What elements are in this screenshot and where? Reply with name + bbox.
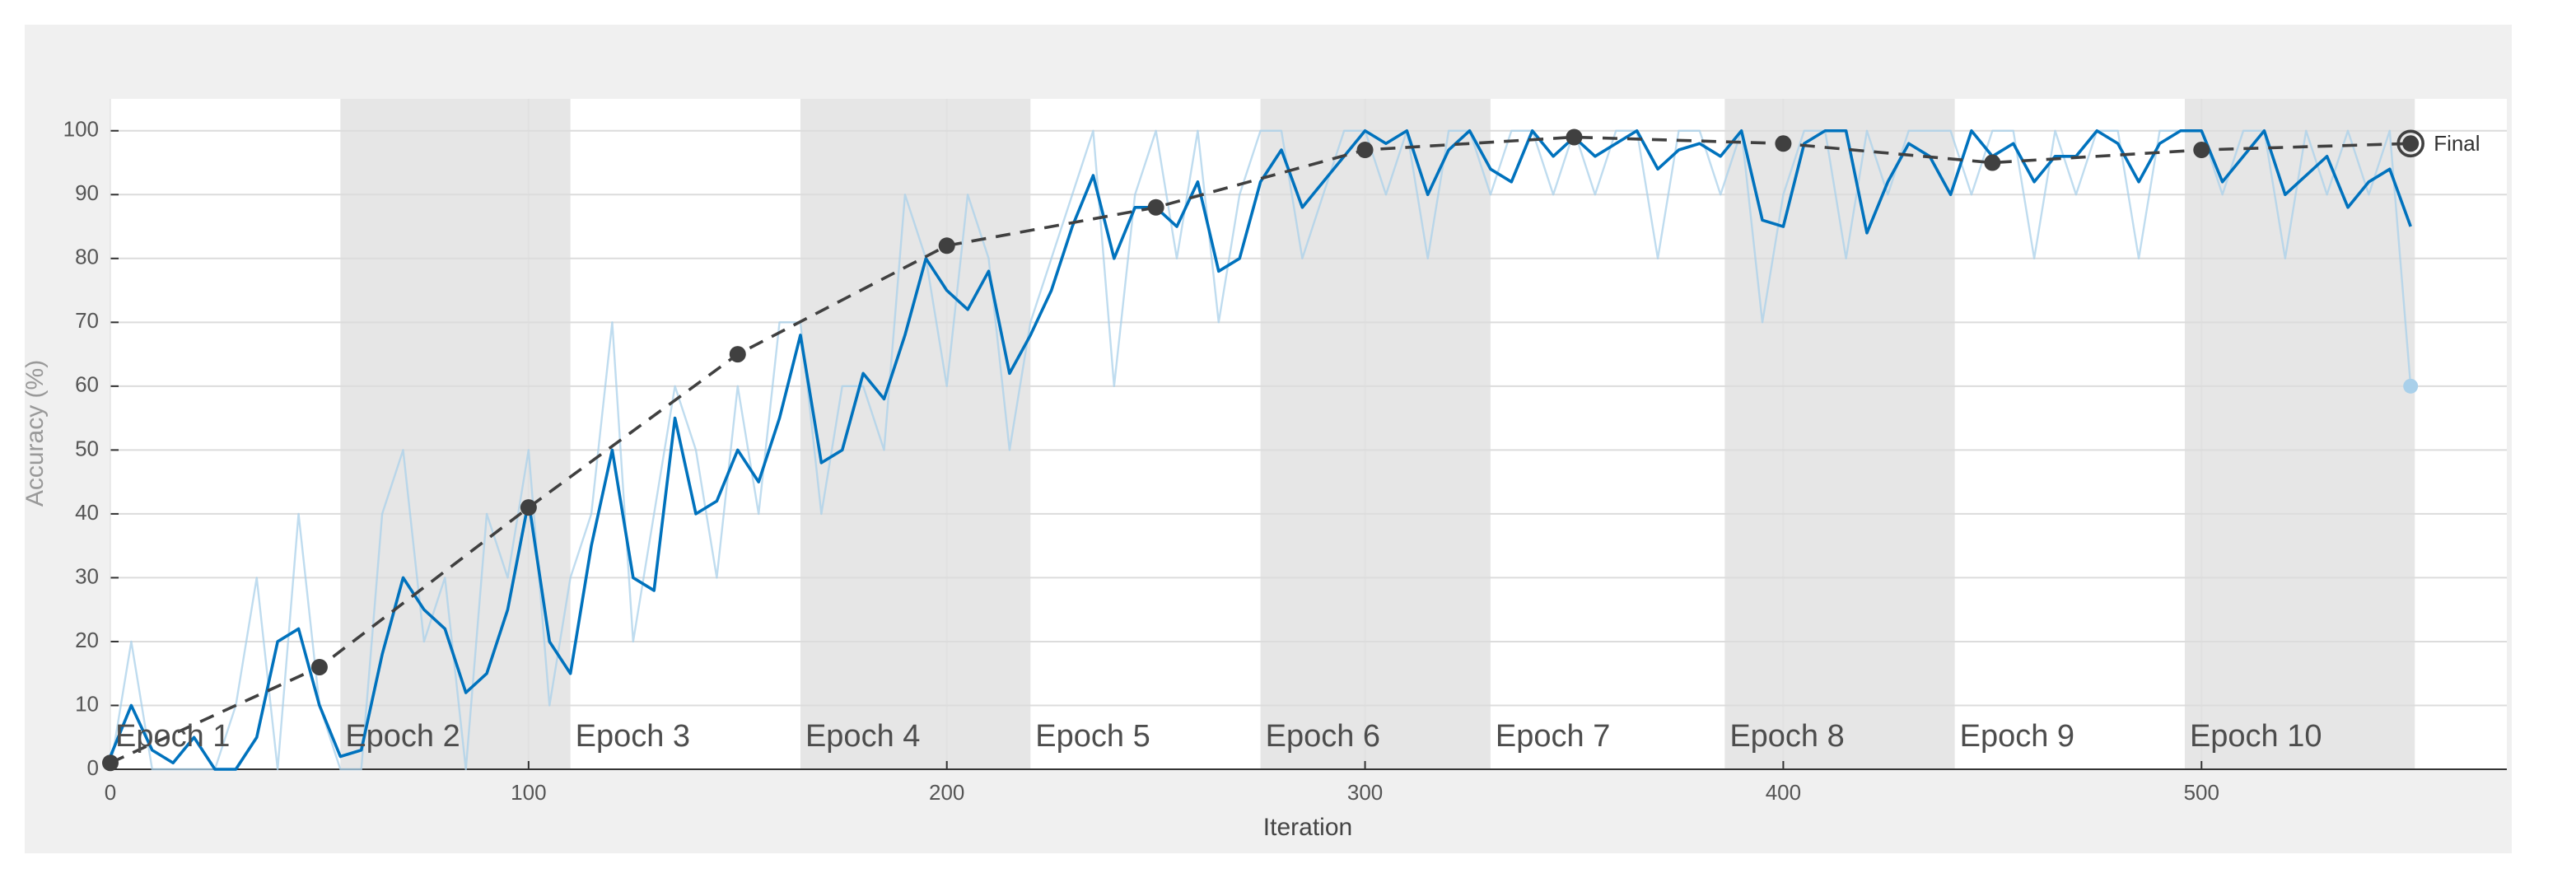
validation-point <box>102 754 119 772</box>
epoch-label: Epoch 6 <box>1266 719 1380 754</box>
epoch-band <box>2184 99 2415 769</box>
epoch-label: Epoch 5 <box>1035 719 1150 754</box>
y-tick-label: 70 <box>75 308 99 333</box>
validation-point <box>1566 128 1583 146</box>
epoch-band <box>1260 99 1491 769</box>
validation-point <box>1984 154 2001 171</box>
epoch-label: Epoch 3 <box>576 719 690 754</box>
raw-final-point <box>2403 378 2419 394</box>
validation-point <box>1147 198 1164 216</box>
validation-point <box>2193 142 2210 159</box>
final-marker <box>2396 129 2424 158</box>
epoch-label: Epoch 2 <box>345 719 460 754</box>
y-tick-label: 20 <box>75 628 99 652</box>
epoch-label: Epoch 9 <box>1960 719 2074 754</box>
x-tick-label: 400 <box>1766 780 1801 805</box>
y-tick-label: 0 <box>87 755 99 780</box>
final-label: Final <box>2434 131 2480 156</box>
y-axis-label: Accuracy (%) <box>21 360 49 507</box>
y-tick-label: 60 <box>75 372 99 397</box>
validation-point <box>1356 142 1374 159</box>
epoch-label: Epoch 4 <box>805 719 920 754</box>
validation-point <box>938 237 955 255</box>
y-tick-label: 90 <box>75 180 99 205</box>
y-tick-label: 50 <box>75 436 99 460</box>
epoch-label: Epoch 7 <box>1496 719 1610 754</box>
y-tick-label: 10 <box>75 691 99 716</box>
validation-point <box>2402 135 2420 152</box>
x-tick-label: 300 <box>1347 780 1383 805</box>
epoch-label: Epoch 10 <box>2190 719 2322 754</box>
epoch-band <box>800 99 1031 769</box>
epoch-band <box>1724 99 1955 769</box>
validation-point <box>310 658 328 675</box>
epoch-label: Epoch 1 <box>115 719 230 754</box>
y-tick-label: 100 <box>63 117 99 142</box>
epoch-label: Epoch 8 <box>1729 719 1844 754</box>
x-tick-label: 100 <box>511 780 546 805</box>
y-tick-label: 40 <box>75 500 99 525</box>
x-tick-label: 200 <box>929 780 964 805</box>
x-tick-label: 500 <box>2184 780 2219 805</box>
x-tick-label: 0 <box>105 780 116 805</box>
validation-point <box>1775 135 1792 152</box>
validation-point <box>729 346 746 363</box>
y-tick-label: 30 <box>75 563 99 588</box>
y-tick-label: 80 <box>75 245 99 269</box>
validation-line <box>110 135 2411 764</box>
x-axis-label: Iteration <box>1263 814 1352 841</box>
validation-point <box>520 499 537 516</box>
smoothed-accuracy-line <box>109 128 2412 771</box>
